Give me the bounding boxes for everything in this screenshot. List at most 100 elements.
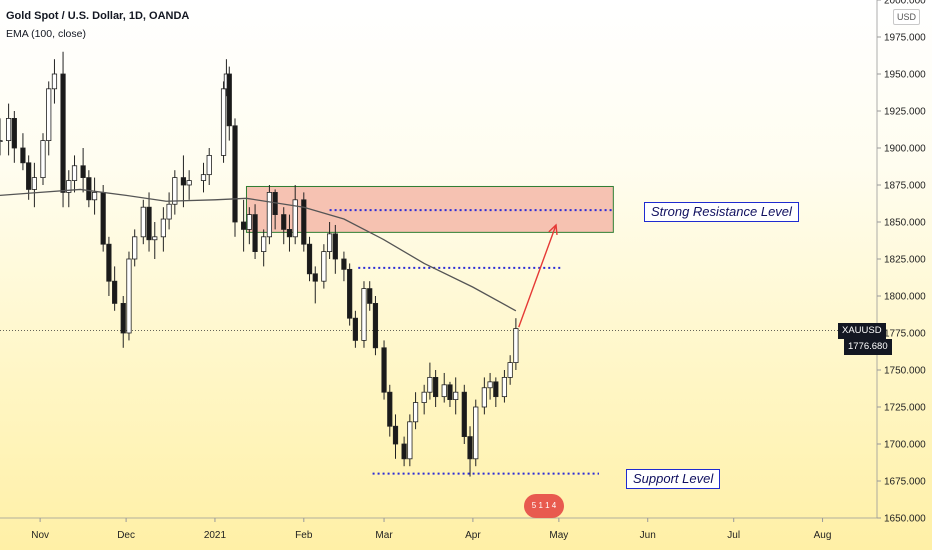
ema-line <box>0 188 517 312</box>
y-tick-label-0: 1650.000 <box>884 514 926 525</box>
candle-body-28 <box>186 180 192 186</box>
price-symbol: XAUUSD <box>838 323 886 339</box>
candle-body-39 <box>266 191 273 238</box>
candle-body-23 <box>152 236 158 241</box>
candle-body-68 <box>461 391 467 438</box>
y-tick-label-1: 1675.000 <box>884 477 926 488</box>
resistance-callout[interactable]: Strong Resistance Level <box>644 202 799 222</box>
candle-body-42 <box>286 228 293 238</box>
candle-body-57 <box>387 391 393 427</box>
y-tick-label-13: 1975.000 <box>884 33 926 44</box>
y-tick-label-10: 1900.000 <box>884 144 926 155</box>
candle-body-8 <box>51 73 58 90</box>
candle-body-0 <box>0 140 3 143</box>
candle-body-13 <box>86 177 92 201</box>
candle-body-63 <box>427 376 433 393</box>
candle-body-19 <box>126 258 132 334</box>
candle-body-50 <box>341 258 347 270</box>
candle-body-52 <box>352 317 358 341</box>
candle-body-5 <box>31 177 37 190</box>
candle-body-45 <box>306 243 313 275</box>
candle-body-65 <box>441 384 447 398</box>
candle-body-14 <box>91 191 98 201</box>
x-tick-label-0: Nov <box>31 530 49 541</box>
candle-body-74 <box>501 376 508 398</box>
candle-body-36 <box>246 214 252 230</box>
x-tick-label-6: May <box>549 530 568 541</box>
candle-body-48 <box>326 233 333 252</box>
y-tick-label-14: 2000.000 <box>884 0 926 7</box>
x-tick-label-1: Dec <box>117 530 135 541</box>
candle-body-2 <box>11 118 17 149</box>
x-tick-label-9: Aug <box>814 530 832 541</box>
candle-body-53 <box>361 288 367 341</box>
candle-body-9 <box>60 73 66 193</box>
y-tick-label-11: 1925.000 <box>884 107 926 118</box>
y-tick-label-7: 1825.000 <box>884 255 926 266</box>
candle-body-55 <box>372 302 379 349</box>
candle-body-18 <box>120 302 126 334</box>
candle-body-3 <box>20 147 26 164</box>
candle-body-7 <box>46 88 52 142</box>
candle-body-62 <box>421 391 427 403</box>
candle-body-1 <box>5 118 12 142</box>
logo-badge: 5 1 1 4 <box>524 494 564 518</box>
candle-body-21 <box>140 206 146 238</box>
candle-body-71 <box>481 387 487 408</box>
candle-body-34 <box>232 125 238 223</box>
y-tick-label-2: 1700.000 <box>884 440 926 451</box>
candle-body-67 <box>453 391 459 401</box>
candle-body-76 <box>513 328 519 363</box>
candle-body-15 <box>100 191 106 245</box>
indicator-label[interactable]: EMA (100, close) <box>6 28 86 40</box>
candle-body-58 <box>392 425 399 445</box>
candle-body-31 <box>220 88 227 156</box>
price-value: 1776.680 <box>844 339 892 355</box>
y-tick-label-6: 1800.000 <box>884 292 926 303</box>
candle-body-66 <box>447 384 453 400</box>
chart-title: Gold Spot / U.S. Dollar, 1D, OANDA <box>6 10 190 22</box>
candle-body-25 <box>166 203 172 220</box>
candle-body-73 <box>493 381 499 398</box>
x-tick-label-4: Mar <box>375 530 393 541</box>
y-tick-label-8: 1850.000 <box>884 218 926 229</box>
y-tick-label-12: 1950.000 <box>884 70 926 81</box>
candle-body-61 <box>412 402 419 423</box>
x-tick-label-7: Jun <box>640 530 656 541</box>
candle-body-54 <box>367 288 373 304</box>
x-tick-label-3: Feb <box>295 530 313 541</box>
support-callout[interactable]: Support Level <box>626 469 721 489</box>
forecast-arrowhead <box>548 223 558 235</box>
candle-body-37 <box>252 214 258 253</box>
candle-body-70 <box>473 406 479 460</box>
candle-body-44 <box>301 199 307 245</box>
candle-body-41 <box>281 214 287 230</box>
candle-body-12 <box>80 165 86 178</box>
candle-body-72 <box>487 381 493 389</box>
candle-body-6 <box>40 140 46 179</box>
candle-body-27 <box>180 177 187 186</box>
candle-body-43 <box>292 199 298 238</box>
currency-badge[interactable]: USD <box>893 9 920 25</box>
y-tick-label-3: 1725.000 <box>884 403 926 414</box>
candle-body-11 <box>71 165 78 181</box>
current-price-tag: XAUUSD1776.680 <box>838 323 932 355</box>
candle-body-35 <box>241 221 247 230</box>
candle-body-47 <box>321 251 327 282</box>
candle-body-33 <box>226 73 232 127</box>
x-tick-label-5: Apr <box>465 530 481 541</box>
y-tick-label-5: 1775.000 <box>884 329 926 340</box>
candle-body-29 <box>200 174 207 181</box>
candle-body-59 <box>401 443 407 460</box>
candle-body-69 <box>467 436 473 460</box>
x-tick-label-8: Jul <box>727 530 740 541</box>
candle-body-22 <box>146 206 152 241</box>
y-tick-label-4: 1750.000 <box>884 366 926 377</box>
candle-body-38 <box>261 236 267 253</box>
candle-body-20 <box>132 236 138 260</box>
candle-body-26 <box>172 177 178 205</box>
forecast-arrow <box>518 224 557 328</box>
candle-body-60 <box>407 421 413 460</box>
